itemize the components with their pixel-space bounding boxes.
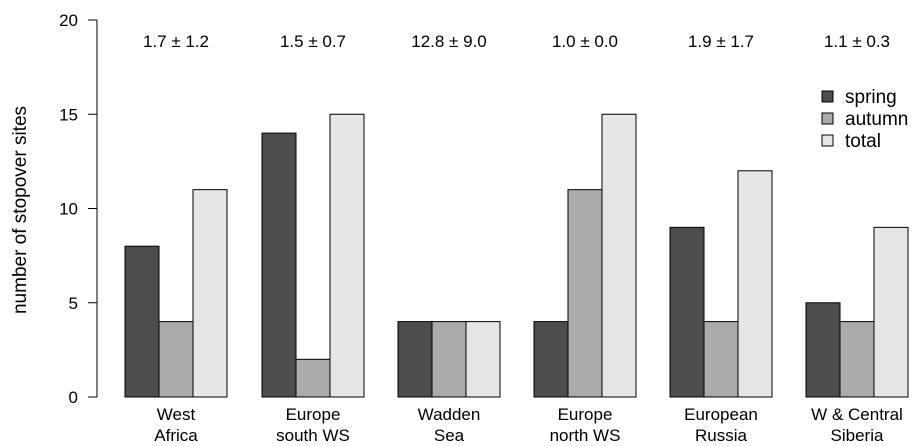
bar-autumn <box>295 358 331 398</box>
bar-total <box>192 189 228 398</box>
x-axis-labels: West Africa Europe south WS Wadden Sea Europe n… <box>154 405 903 445</box>
x-tick-label: European Russia <box>684 405 758 445</box>
x-tick-label: Europe north WS <box>550 405 621 445</box>
legend-swatch-autumn <box>821 112 834 125</box>
x-tick-label: Wadden Sea <box>418 405 481 445</box>
annotations: 1.7 ± 1.2 1.5 ± 0.7 12.8 ± 9.0 1.0 ± 0.0 1.9… <box>143 32 890 51</box>
y-axis-label: number of stopover sites <box>10 106 31 314</box>
y-tick-label: 5 <box>69 294 78 313</box>
annotation-label: 1.1 ± 0.3 <box>824 32 890 51</box>
y-tick-label: 20 <box>59 11 78 30</box>
legend-swatch-spring <box>821 90 834 103</box>
bar-autumn <box>431 321 467 398</box>
x-tick-label: Europe south WS <box>276 405 350 445</box>
bar-total <box>737 170 773 398</box>
bar-autumn <box>839 321 875 398</box>
y-tick-label: 15 <box>59 105 78 124</box>
legend-label-spring: spring <box>845 87 897 108</box>
bar-autumn <box>158 321 194 398</box>
bar-autumn <box>567 189 603 398</box>
bar-spring <box>669 226 705 398</box>
annotation-label: 1.9 ± 1.7 <box>688 32 754 51</box>
bar-spring <box>397 321 433 398</box>
legend-label-total: total <box>845 131 881 152</box>
y-axis: 0 5 10 15 20 <box>59 11 98 407</box>
annotation-label: 1.0 ± 0.0 <box>552 32 618 51</box>
bar-autumn <box>703 321 739 398</box>
x-tick-label: W & Central Siberia <box>811 405 903 445</box>
bar-total <box>601 113 637 398</box>
bars <box>124 113 909 398</box>
bar-total <box>465 321 501 398</box>
y-tick-label: 10 <box>59 200 78 219</box>
legend-label-autumn: autumn <box>845 109 908 130</box>
x-tick-label: West Africa <box>154 405 198 445</box>
legend-swatch-total <box>821 134 834 147</box>
annotation-label: 1.7 ± 1.2 <box>143 32 209 51</box>
bar-total <box>329 113 365 398</box>
bar-total <box>873 226 909 398</box>
bar-spring <box>533 321 569 398</box>
annotation-label: 1.5 ± 0.7 <box>280 32 346 51</box>
bar-spring <box>261 132 297 398</box>
y-tick-label: 0 <box>69 388 78 407</box>
annotation-label: 12.8 ± 9.0 <box>411 32 487 51</box>
bar-spring <box>124 245 160 398</box>
bar-spring <box>805 302 841 398</box>
